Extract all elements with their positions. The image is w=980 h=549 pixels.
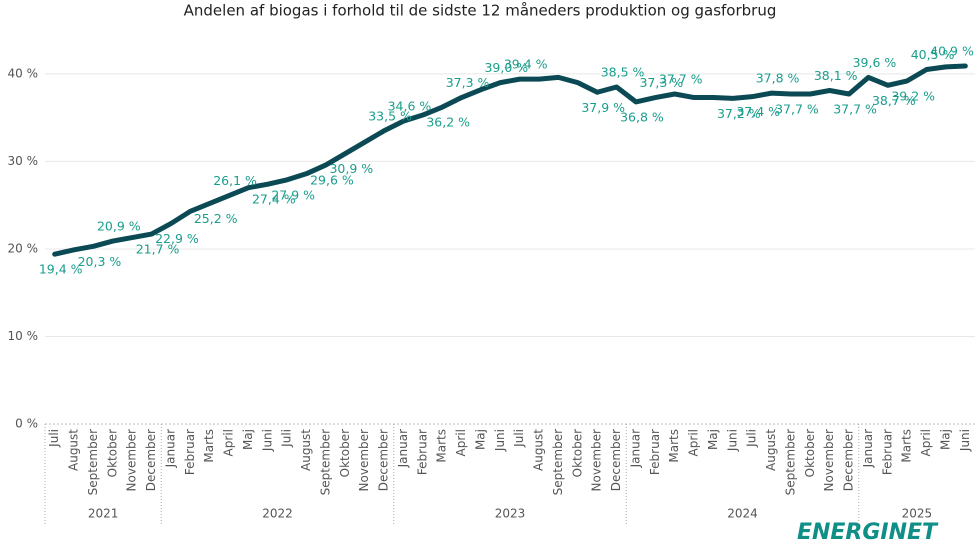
- x-tick-label: Januar: [861, 429, 875, 468]
- x-tick-label: December: [377, 429, 391, 491]
- chart-title: Andelen af biogas i forhold til de sidst…: [184, 2, 777, 20]
- x-tick-label: Februar: [183, 429, 197, 475]
- x-tick-label: Maj: [938, 429, 952, 450]
- x-tick-label: April: [454, 429, 468, 456]
- data-label: 22,9 %: [155, 231, 199, 246]
- data-label: 25,2 %: [194, 211, 238, 226]
- logo: ENERGINET: [797, 520, 939, 545]
- x-tick-label: Oktober: [105, 429, 119, 477]
- data-label: 26,1 %: [213, 173, 257, 188]
- line: [52, 63, 968, 257]
- x-tick-label: April: [919, 429, 933, 456]
- year-label: 2021: [88, 507, 119, 521]
- x-tick-label: December: [144, 429, 158, 491]
- data-label: 38,1 %: [814, 68, 858, 83]
- x-tick-label: Juni: [260, 429, 274, 452]
- x-tick-label: Juli: [512, 429, 526, 448]
- x-tick-label: Januar: [396, 429, 410, 468]
- x-tick-label: April: [222, 429, 236, 456]
- data-label: 20,9 %: [97, 219, 141, 234]
- data-label: 38,5 %: [601, 65, 645, 80]
- data-label: 37,7 %: [775, 102, 819, 117]
- x-tick-label: December: [609, 429, 623, 491]
- data-label: 19,4 %: [39, 262, 83, 277]
- data-label: 39,4 %: [504, 57, 548, 72]
- x-tick-label: Januar: [163, 429, 177, 468]
- x-tick-label: August: [67, 429, 81, 471]
- x-tick-label: Oktober: [803, 429, 817, 477]
- y-tick-label: 40 %: [8, 66, 39, 80]
- x-tick-label: Oktober: [338, 429, 352, 477]
- x-tick-label: Januar: [628, 429, 642, 468]
- x-tick-label: Februar: [648, 429, 662, 475]
- year-label: 2023: [495, 507, 526, 521]
- data-label: 37,9 %: [581, 100, 625, 115]
- data-label: 37,2 %: [717, 106, 761, 121]
- data-label: 40,9 %: [930, 44, 974, 59]
- x-tick-label: Februar: [880, 429, 894, 475]
- x-tick-label: August: [532, 429, 546, 471]
- data-label: 37,3 %: [639, 75, 683, 90]
- x-tick-label: December: [842, 429, 856, 491]
- data-label: 36,8 %: [620, 109, 664, 124]
- data-label: 36,2 %: [426, 115, 470, 130]
- x-tick-label: Juli: [745, 429, 759, 448]
- year-label: 2024: [727, 507, 758, 521]
- x-tick-label: Juni: [493, 429, 507, 452]
- year-label: 2022: [262, 507, 293, 521]
- x-tick-label: Marts: [435, 429, 449, 463]
- x-tick-label: Marts: [667, 429, 681, 463]
- data-label: 37,4 %: [736, 104, 780, 119]
- x-tick-label: Juli: [47, 429, 61, 448]
- data-label: 37,3 %: [446, 75, 490, 90]
- data-label: 27,4 %: [252, 192, 296, 207]
- data-label: 39,2 %: [891, 88, 935, 103]
- x-tick-label: Juli: [280, 429, 294, 448]
- x-tick-label: November: [125, 429, 139, 491]
- y-tick-label: 20 %: [8, 241, 39, 255]
- x-tick-label: September: [86, 429, 100, 495]
- data-label: 27,9 %: [271, 187, 315, 202]
- data-label: 40,5 %: [911, 47, 955, 62]
- x-tick-label: September: [318, 429, 332, 495]
- x-tick-label: Maj: [241, 429, 255, 450]
- data-label: 21,7 %: [136, 242, 180, 257]
- x-tick-label: November: [822, 429, 836, 491]
- data-label: 34,6 %: [388, 99, 432, 114]
- x-tick-label: August: [764, 429, 778, 471]
- x-tick-label: April: [687, 429, 701, 456]
- data-label: 39,6 %: [853, 55, 897, 70]
- data-label: 37,7 %: [833, 102, 877, 117]
- x-tick-label: Maj: [706, 429, 720, 450]
- x-tick-label: November: [590, 429, 604, 491]
- x-tick-label: November: [357, 429, 371, 491]
- year-label: 2025: [902, 507, 933, 521]
- y-tick-label: 10 %: [8, 329, 39, 343]
- y-tick-label: 30 %: [8, 154, 39, 168]
- x-tick-label: September: [551, 429, 565, 495]
- data-label: 38,7 %: [872, 93, 916, 108]
- data-label: 37,7 %: [659, 72, 703, 87]
- data-label: 20,3 %: [78, 254, 122, 269]
- x-tick-label: Marts: [202, 429, 216, 463]
- x-tick-label: Juni: [958, 429, 972, 452]
- x-tick-label: August: [299, 429, 313, 471]
- data-label: 39,0 %: [484, 60, 528, 75]
- x-tick-label: Maj: [473, 429, 487, 450]
- data-label: 29,6 %: [310, 172, 354, 187]
- data-label: 33,5 %: [368, 108, 412, 123]
- data-label: 30,9 %: [329, 161, 373, 176]
- x-tick-label: Marts: [900, 429, 914, 463]
- x-tick-label: Oktober: [570, 429, 584, 477]
- data-label: 37,8 %: [756, 71, 800, 86]
- x-tick-label: Juni: [725, 429, 739, 452]
- x-tick-label: Februar: [415, 429, 429, 475]
- x-tick-label: September: [783, 429, 797, 495]
- y-tick-label: 0 %: [15, 417, 38, 431]
